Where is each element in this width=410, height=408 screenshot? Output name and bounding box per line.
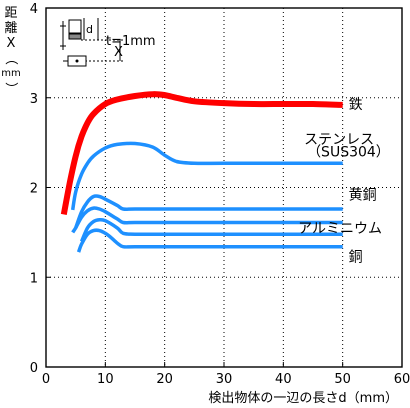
inset-sensor-dot (75, 59, 79, 63)
x-tick-label: 0 (42, 372, 50, 387)
y-tick-label: 0 (30, 361, 38, 376)
inset-target-box (68, 19, 82, 34)
series-line (76, 228, 343, 253)
inset-x-label: X (114, 45, 123, 60)
series-label: アルミニウム (298, 221, 382, 237)
y-tick-label: 3 (30, 92, 38, 107)
series-label: ステンレス (304, 132, 374, 148)
grid (46, 8, 402, 367)
axes (45, 7, 403, 368)
x-axis-label: 検出物体の一辺の長さd（mm） (208, 391, 398, 406)
x-tick-label: 40 (275, 372, 292, 387)
y-tick-label: 4 (30, 2, 38, 17)
y-axis-label-char: 離 (4, 21, 18, 36)
series-line (71, 206, 343, 234)
y-axis-label-char: mm (1, 68, 21, 79)
x-tick-label: 30 (216, 372, 233, 387)
series-line (79, 217, 343, 243)
tick-labels: 0 10 20 30 40 50 60 0 1 2 3 4 (30, 2, 410, 387)
inset-t-label: t=1mm (106, 34, 156, 49)
series-label: 黄銅 (349, 187, 377, 204)
series-label: （SUS304） (307, 145, 390, 161)
y-axis-label-char: X (6, 36, 16, 51)
x-tick-label: 20 (156, 372, 173, 387)
series-line (74, 194, 343, 229)
x-tick-label: 10 (97, 372, 114, 387)
y-tick-label: 1 (30, 271, 38, 286)
series-group (60, 91, 343, 253)
series-line (70, 141, 343, 211)
y-axis-label: 距 離 X （ mm ） (1, 6, 21, 96)
y-tick-label: 2 (30, 182, 38, 197)
inset-d-label: d (86, 23, 93, 36)
x-tick-label: 50 (334, 372, 351, 387)
series-line (60, 91, 343, 215)
y-axis-label-char: 距 (4, 6, 18, 21)
series-label: 銅 (349, 250, 363, 266)
x-tick-label: 60 (394, 372, 410, 387)
inset-target-plate (68, 33, 82, 40)
series-label: 鉄 (349, 97, 363, 113)
